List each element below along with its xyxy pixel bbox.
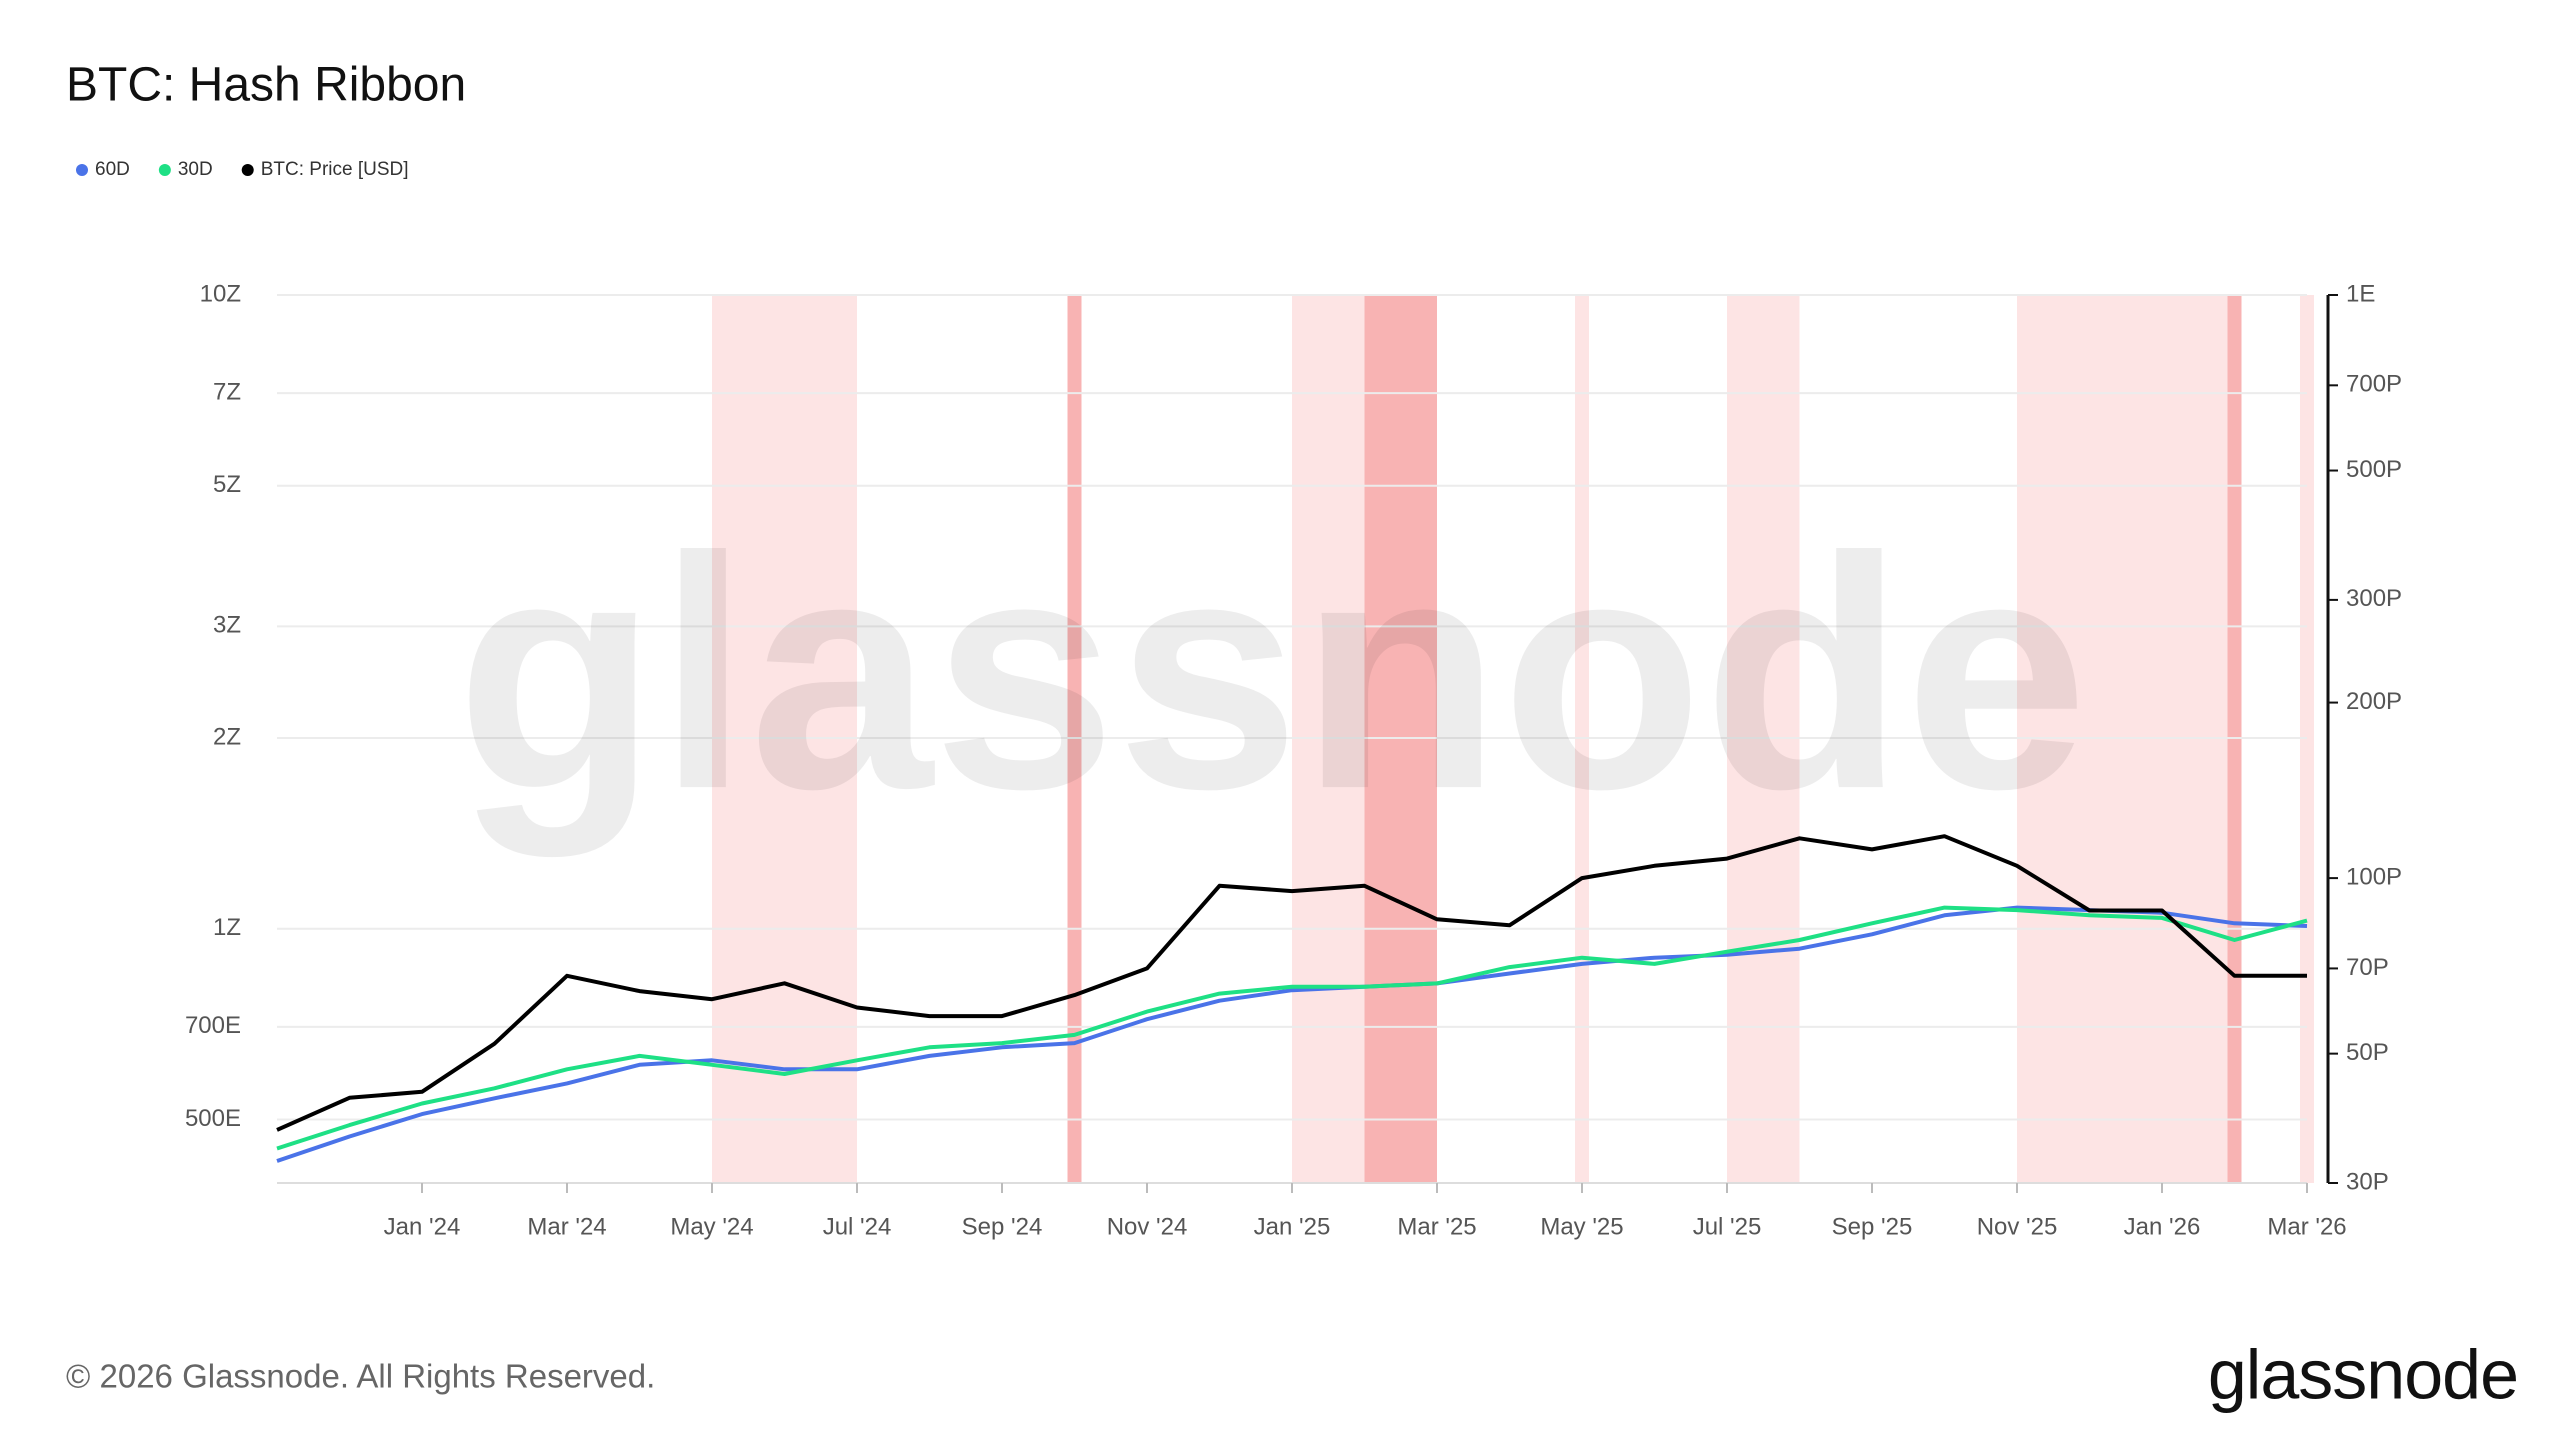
chart-title: BTC: Hash Ribbon: [66, 59, 466, 112]
legend-marker: [158, 164, 171, 176]
shaded-period: [1067, 295, 1082, 1183]
footer: © 2026 Glassnode. All Rights Reserved.: [66, 1358, 655, 1395]
series-line: [276, 905, 2308, 1163]
y2-tick-label: 500P: [2346, 456, 2402, 483]
legend-label: 30D: [178, 159, 213, 180]
y-tick-label: 10Z: [200, 280, 241, 307]
x-tick-label: May '24: [670, 1213, 753, 1240]
shaded-period: [2227, 295, 2242, 1183]
legend-marker: [76, 164, 88, 176]
x-tick-label: May '25: [1540, 1213, 1623, 1240]
y2-tick-label: 70P: [2346, 954, 2389, 981]
legend-marker: [241, 164, 254, 176]
shaded-period: [2017, 295, 2235, 1183]
legend-label: 60D: [95, 159, 130, 180]
x-tick-label: Jan '26: [2124, 1213, 2201, 1240]
y-tick-label: 7Z: [213, 379, 241, 406]
y2-tick-label: 30P: [2346, 1168, 2389, 1195]
logo: glassnode: [2208, 1335, 2518, 1413]
shaded-period: [1575, 295, 1589, 1183]
y-tick-label: 3Z: [213, 612, 241, 639]
series-line: [276, 834, 2307, 1132]
y2-tick-label: 1E: [2346, 280, 2375, 307]
y2-tick-label: 100P: [2346, 863, 2402, 890]
y-tick-label: 700E: [185, 1012, 241, 1039]
y2-tick-label: 700P: [2346, 371, 2402, 398]
series-line: [276, 905, 2308, 1151]
shaded-period: [1727, 295, 1800, 1183]
x-tick-label: Mar '26: [2267, 1213, 2346, 1240]
x-tick-label: Nov '25: [1977, 1213, 2058, 1240]
x-tick-label: Jul '25: [1693, 1213, 1762, 1240]
watermark: glassnode: [456, 488, 2088, 859]
x-tick-label: Mar '25: [1397, 1213, 1476, 1240]
x-tick-label: Sep '25: [1832, 1213, 1913, 1240]
shaded-period: [712, 295, 857, 1183]
x-tick-label: Jan '24: [384, 1213, 461, 1240]
shaded-period: [2300, 295, 2314, 1183]
x-tick-label: Mar '24: [527, 1213, 606, 1240]
x-tick-label: Jan '25: [1254, 1213, 1331, 1240]
shaded-period: [1364, 295, 1437, 1183]
y-tick-label: 1Z: [213, 914, 241, 941]
y-tick-label: 5Z: [213, 471, 241, 498]
y2-tick-label: 200P: [2346, 688, 2402, 715]
legend-label: BTC: Price [USD]: [261, 159, 409, 180]
y-tick-label: 500E: [185, 1105, 241, 1132]
x-tick-label: Nov '24: [1107, 1213, 1188, 1240]
x-tick-label: Sep '24: [962, 1213, 1043, 1240]
y2-tick-label: 50P: [2346, 1039, 2389, 1066]
y-tick-label: 2Z: [213, 723, 241, 750]
y2-tick-label: 300P: [2346, 585, 2402, 612]
x-tick-label: Jul '24: [823, 1213, 892, 1240]
